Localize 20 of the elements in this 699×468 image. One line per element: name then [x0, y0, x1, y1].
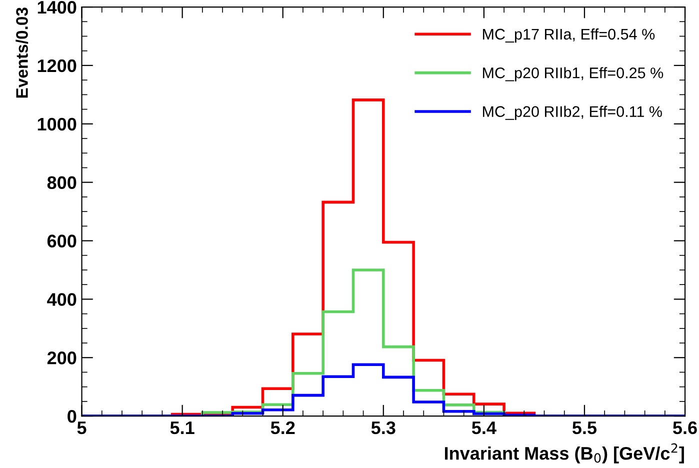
y-tick-label: 1400 [38, 0, 76, 14]
legend-label: MC_p17 RIIa, Eff=0.54 % [483, 28, 655, 43]
y-tick-label: 1000 [38, 118, 76, 131]
x-tick-label: 5.6 [673, 421, 697, 434]
y-axis-title: Events/0.03 [16, 8, 28, 98]
y-tick-label: 200 [47, 352, 76, 364]
y-tick-label: 1200 [38, 59, 76, 72]
y-tick-label: 0 [68, 410, 76, 423]
y-tick-label: 600 [47, 234, 76, 248]
x-tick-label: 5.3 [371, 421, 396, 434]
x-tick-label: 5.4 [472, 422, 496, 434]
x-tick-label: 5 [77, 422, 86, 434]
y-tick-label: 400 [47, 293, 76, 306]
x-tick-label: 5.2 [270, 421, 295, 434]
y-tick-label: 800 [47, 176, 76, 190]
x-axis-title: Invariant Mass (B$_{0}$) [GeV/c$^{2}$] [445, 443, 684, 464]
legend-label: MC_p20 RIIb2, Eff=0.11 % [483, 106, 662, 120]
x-tick-label: 5.1 [170, 422, 194, 434]
legend-label: MC_p20 RIIb1, Eff=0.25 % [483, 67, 664, 82]
x-tick-label: 5.5 [572, 422, 597, 434]
